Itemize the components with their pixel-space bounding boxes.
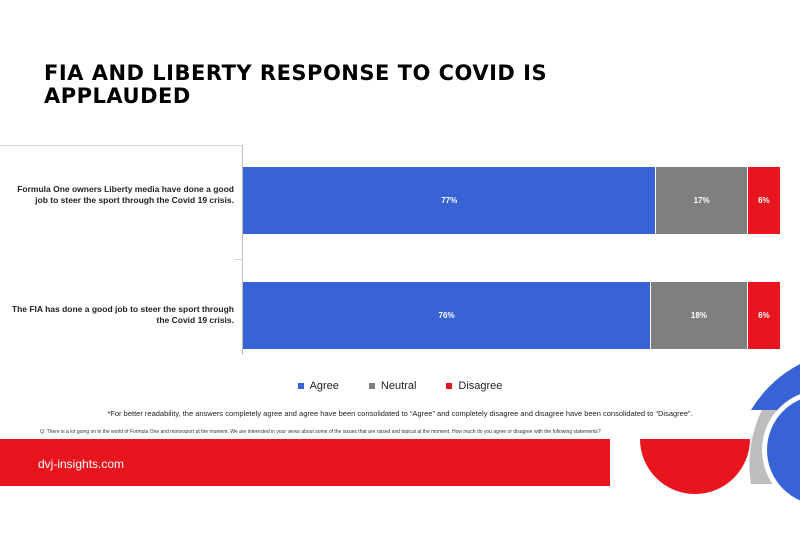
data-label-neutral: 17% xyxy=(693,196,710,205)
survey-question: Q: There is a lot going on in the world … xyxy=(40,429,601,435)
legend-item-neutral: Neutral xyxy=(368,380,417,392)
row-separator xyxy=(0,145,242,146)
category-label-liberty: Formula One owners Liberty media have do… xyxy=(17,184,234,205)
legend: Agree Neutral Disagree xyxy=(0,380,800,392)
bar-segment-neutral: 18% xyxy=(651,282,748,349)
legend-swatch-agree xyxy=(297,383,304,389)
data-label-agree: 77% xyxy=(441,196,458,205)
data-label-disagree: 6% xyxy=(758,311,770,320)
legend-swatch-neutral xyxy=(368,383,375,389)
data-label-disagree: 6% xyxy=(758,196,770,205)
brand-footer-band xyxy=(0,439,610,486)
legend-label-disagree: Disagree xyxy=(458,380,503,392)
data-label-agree: 76% xyxy=(438,311,455,320)
legend-swatch-disagree xyxy=(446,383,453,389)
category-axis-line xyxy=(242,145,243,355)
page-title: FIA AND LIBERTY RESPONSE TO COVID IS APP… xyxy=(44,61,548,108)
white-ring-cutout xyxy=(762,394,800,506)
legend-label-agree: Agree xyxy=(309,380,339,392)
bar-segment-agree: 76% xyxy=(243,282,652,349)
row-separator xyxy=(234,259,242,260)
bar-segment-disagree: 6% xyxy=(747,167,780,234)
data-label-neutral: 18% xyxy=(690,311,707,320)
legend-item-agree: Agree xyxy=(297,380,339,392)
category-label-fia: The FIA has done a good job to steer the… xyxy=(11,304,234,325)
footnote: *For better readability, the answers com… xyxy=(107,409,693,418)
brand-url: dvj-insights.com xyxy=(38,457,125,471)
bar-segment-disagree: 6% xyxy=(747,282,780,349)
bar-segment-neutral: 17% xyxy=(656,167,748,234)
legend-label-neutral: Neutral xyxy=(380,380,417,392)
red-half-circle-shape xyxy=(640,439,750,494)
bar-segment-agree: 77% xyxy=(243,167,657,234)
legend-item-disagree: Disagree xyxy=(446,380,502,392)
